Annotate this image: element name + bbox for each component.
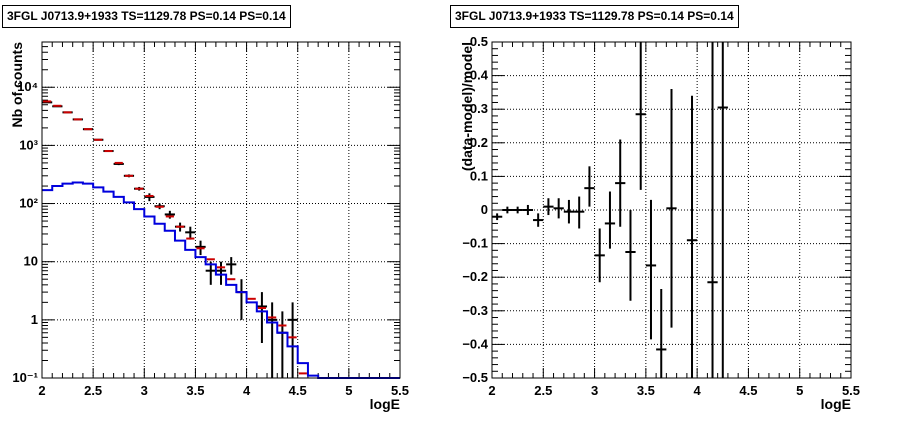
x-tick-label: 4.5 — [739, 383, 757, 398]
x-tick-label: 3.5 — [637, 383, 655, 398]
x-tick-label: 5.5 — [842, 383, 860, 398]
x-tick-label: 5.5 — [391, 383, 409, 398]
x-tick-label: 5 — [796, 383, 803, 398]
y-tick-label: 0 — [481, 202, 488, 217]
x-axis-label: logE — [821, 396, 851, 412]
counts-panel: 2 2.5 3 3.5 4 4.5 5 5.5 10⁻¹ 1 10 10² 10³ 10⁴ logE Nb o… — [9, 41, 409, 412]
x-tick-label: 3 — [591, 383, 598, 398]
y-tick-label: −0.5 — [462, 370, 488, 385]
y-tick-label: −0.3 — [462, 303, 488, 318]
y-tick-label: 0.3 — [470, 101, 488, 116]
plot-frame — [41, 41, 401, 379]
x-tick-label: 4 — [694, 383, 702, 398]
y-tick-label: 0.4 — [470, 68, 489, 83]
x-tick-label: 4 — [243, 383, 251, 398]
x-tick-label: 3 — [141, 383, 148, 398]
y-axis-label: (data-model)/model — [459, 42, 475, 171]
y-tick-label: 0.1 — [470, 168, 488, 183]
y-tick-label: 1 — [31, 312, 38, 327]
y-tick-label: 10³ — [19, 137, 38, 152]
y-axis-label: Nb of counts — [9, 42, 25, 128]
y-tick-label: 10⁴ — [17, 79, 38, 94]
x-tick-label: 2 — [38, 383, 45, 398]
x-tick-label: 2.5 — [534, 383, 552, 398]
left-title: 3FGL J0713.9+1933 TS=1129.78 PS=0.14 PS=… — [2, 5, 291, 28]
y-tick-label: 10⁻¹ — [12, 370, 38, 385]
x-tick-label: 2 — [488, 383, 495, 398]
y-tick-label: 10² — [19, 196, 38, 211]
y-tick-label: −0.1 — [462, 236, 488, 251]
right-title: 3FGL J0713.9+1933 TS=1129.78 PS=0.14 PS=… — [450, 5, 739, 28]
x-tick-label: 5 — [345, 383, 352, 398]
x-tick-label: 3.5 — [186, 383, 204, 398]
y-tick-label: 0.2 — [470, 135, 488, 150]
y-tick-label: 0.5 — [470, 34, 488, 49]
residuals-panel: 2 2.5 3 3.5 4 4.5 5 5.5 −0.5 −0.4 −0.3 −0.2 −0.1 0 0.1… — [459, 34, 860, 412]
y-tick-label: −0.4 — [462, 336, 488, 351]
y-tick-label: 10 — [24, 254, 38, 269]
model-component-line — [42, 181, 400, 379]
plot-frame — [491, 41, 852, 379]
x-tick-label: 2.5 — [84, 383, 102, 398]
x-axis-label: logE — [370, 396, 400, 412]
y-tick-label: −0.2 — [462, 269, 488, 284]
x-tick-label: 4.5 — [289, 383, 307, 398]
